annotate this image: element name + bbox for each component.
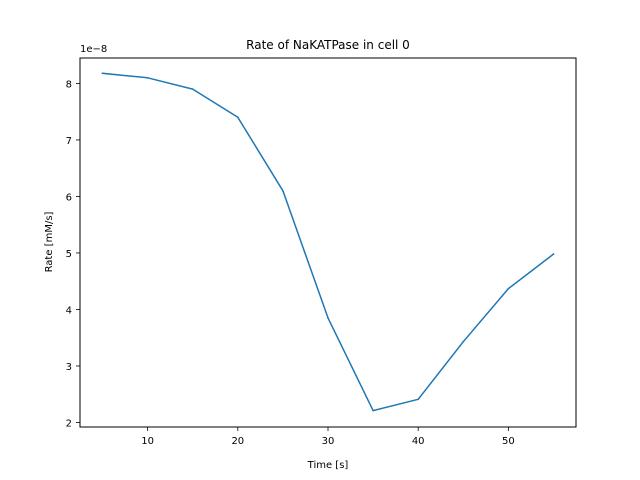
x-tick-label: 30 bbox=[322, 436, 335, 447]
x-tick-label: 10 bbox=[141, 436, 154, 447]
y-axis: 2 3 4 5 6 7 8 bbox=[66, 79, 80, 429]
series-line bbox=[101, 72, 555, 412]
chart-title: Rate of NaKATPase in cell 0 bbox=[246, 38, 410, 52]
data-point bbox=[327, 317, 329, 319]
data-point bbox=[146, 76, 149, 79]
data-point bbox=[552, 253, 555, 255]
x-tick-label: 50 bbox=[502, 436, 515, 447]
data-point bbox=[101, 72, 104, 75]
y-offset-label: 1e−8 bbox=[80, 44, 107, 55]
y-tick-label: 2 bbox=[66, 418, 72, 429]
x-axis: 10 20 30 40 50 bbox=[141, 427, 515, 447]
x-axis-label: Time [s] bbox=[307, 460, 349, 471]
y-tick-label: 7 bbox=[66, 136, 72, 147]
data-point bbox=[462, 340, 465, 343]
y-axis-label: Rate [mM/s] bbox=[44, 211, 55, 272]
y-tick-label: 5 bbox=[66, 249, 72, 260]
y-tick-label: 6 bbox=[66, 192, 72, 203]
series-points bbox=[101, 72, 555, 412]
data-point bbox=[237, 116, 239, 119]
axes-frame bbox=[79, 57, 577, 428]
data-point bbox=[417, 398, 419, 401]
data-point bbox=[507, 287, 510, 290]
x-tick-label: 20 bbox=[231, 436, 244, 447]
data-point bbox=[372, 409, 374, 412]
x-tick-label: 40 bbox=[412, 436, 425, 447]
data-point bbox=[282, 189, 284, 192]
y-tick-label: 4 bbox=[66, 305, 72, 316]
y-tick-label: 8 bbox=[66, 79, 72, 90]
data-point bbox=[191, 88, 194, 90]
y-tick-label: 3 bbox=[66, 362, 72, 373]
plot-area bbox=[79, 57, 577, 428]
